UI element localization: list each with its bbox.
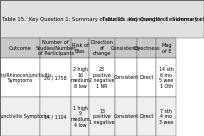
- Bar: [115, 38, 137, 58]
- Text: Number of
Studies/Number
of Participants: Number of Studies/Number of Participants: [35, 40, 76, 56]
- Bar: [156, 58, 176, 97]
- Text: Direct: Direct: [139, 75, 154, 80]
- Bar: [40, 38, 71, 58]
- Bar: [137, 58, 156, 97]
- Text: Rhinitis/Rhinoconjunctivitis
Symptoms: Rhinitis/Rhinoconjunctivitis Symptoms: [0, 73, 52, 83]
- Text: 23
positive
2 negative
1 NR: 23 positive 2 negative 1 NR: [89, 67, 115, 89]
- Text: 2 high
16
medium
8 low: 2 high 16 medium 8 low: [70, 67, 90, 89]
- Bar: [40, 97, 71, 136]
- Bar: [71, 97, 89, 136]
- Bar: [0, 38, 40, 58]
- Text: Risk of
Bias: Risk of Bias: [72, 43, 89, 54]
- Bar: [115, 97, 137, 136]
- Bar: [0, 58, 40, 97]
- Bar: [156, 38, 176, 58]
- Text: Consistency: Consistency: [111, 46, 141, 51]
- Text: 26 / 1758: 26 / 1758: [44, 75, 67, 80]
- Bar: [40, 58, 71, 97]
- Text: Table 15.  Key Question 1: Summary of studies and strength of evidence for subcu: Table 15. Key Question 1: Summary of stu…: [102, 17, 204, 21]
- Bar: [71, 38, 89, 58]
- Text: 14 sth
6 mo
5 wee
1 Oth: 14 sth 6 mo 5 wee 1 Oth: [159, 67, 174, 89]
- Text: Consistent: Consistent: [113, 75, 139, 80]
- Text: Direction
of
change: Direction of change: [91, 40, 113, 56]
- Bar: [115, 58, 137, 97]
- Text: Consistent: Consistent: [113, 114, 139, 119]
- Bar: [71, 58, 89, 97]
- Bar: [0, 0, 204, 38]
- Text: Table 15.  Key Question 1: Summary of studies and strength of evidence for subcu: Table 15. Key Question 1: Summary of stu…: [2, 17, 204, 21]
- Bar: [137, 38, 156, 58]
- Text: 13
positive
1 negative: 13 positive 1 negative: [89, 109, 115, 125]
- Bar: [137, 97, 156, 136]
- Bar: [89, 58, 115, 97]
- Text: Directness: Directness: [133, 46, 160, 51]
- Text: Conjunctivitis Symptoms: Conjunctivitis Symptoms: [0, 114, 49, 119]
- Text: 1 high
9
medium
4 low: 1 high 9 medium 4 low: [70, 106, 90, 128]
- Bar: [156, 97, 176, 136]
- Bar: [89, 38, 115, 58]
- Text: Direct: Direct: [139, 114, 154, 119]
- Text: Mag
of E: Mag of E: [161, 43, 172, 54]
- Text: Outcome: Outcome: [9, 46, 31, 51]
- Text: 14 / 1104: 14 / 1104: [44, 114, 67, 119]
- Bar: [0, 97, 40, 136]
- Bar: [89, 97, 115, 136]
- Text: 7 sth
4 mo
3 wee: 7 sth 4 mo 3 wee: [159, 109, 173, 125]
